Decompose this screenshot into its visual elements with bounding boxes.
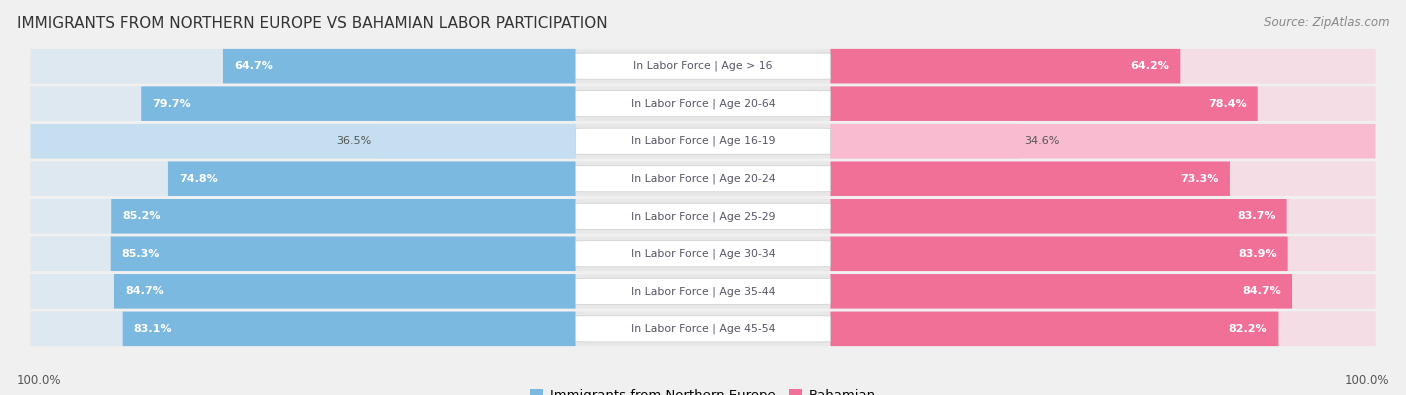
FancyBboxPatch shape (31, 274, 575, 308)
FancyBboxPatch shape (141, 87, 575, 121)
FancyBboxPatch shape (831, 87, 1258, 121)
FancyBboxPatch shape (831, 49, 1375, 83)
FancyBboxPatch shape (575, 128, 831, 154)
FancyBboxPatch shape (575, 241, 831, 267)
FancyBboxPatch shape (31, 237, 575, 271)
FancyBboxPatch shape (831, 312, 1375, 346)
FancyBboxPatch shape (831, 162, 1230, 196)
FancyBboxPatch shape (111, 199, 575, 233)
FancyBboxPatch shape (31, 199, 1375, 233)
FancyBboxPatch shape (31, 49, 575, 83)
Text: In Labor Force | Age 25-29: In Labor Force | Age 25-29 (631, 211, 775, 222)
FancyBboxPatch shape (575, 278, 831, 305)
FancyBboxPatch shape (122, 312, 575, 346)
Text: Source: ZipAtlas.com: Source: ZipAtlas.com (1264, 16, 1389, 29)
Text: 64.7%: 64.7% (233, 61, 273, 71)
FancyBboxPatch shape (224, 49, 575, 83)
FancyBboxPatch shape (31, 162, 1375, 196)
FancyBboxPatch shape (377, 124, 575, 158)
FancyBboxPatch shape (831, 124, 1375, 158)
Text: 83.9%: 83.9% (1239, 249, 1277, 259)
Text: 85.3%: 85.3% (122, 249, 160, 259)
Text: 85.2%: 85.2% (122, 211, 160, 221)
FancyBboxPatch shape (831, 237, 1288, 271)
Legend: Immigrants from Northern Europe, Bahamian: Immigrants from Northern Europe, Bahamia… (524, 384, 882, 395)
FancyBboxPatch shape (31, 49, 1375, 83)
FancyBboxPatch shape (167, 162, 575, 196)
Text: 64.2%: 64.2% (1130, 61, 1170, 71)
FancyBboxPatch shape (831, 87, 1375, 121)
FancyBboxPatch shape (31, 162, 575, 196)
FancyBboxPatch shape (31, 237, 1375, 271)
Text: In Labor Force | Age 30-34: In Labor Force | Age 30-34 (631, 248, 775, 259)
Text: 34.6%: 34.6% (1025, 136, 1060, 146)
FancyBboxPatch shape (831, 124, 1019, 158)
FancyBboxPatch shape (575, 203, 831, 229)
FancyBboxPatch shape (831, 274, 1375, 308)
FancyBboxPatch shape (31, 87, 1375, 121)
FancyBboxPatch shape (31, 274, 1375, 308)
FancyBboxPatch shape (31, 312, 1375, 346)
Text: 78.4%: 78.4% (1208, 99, 1247, 109)
FancyBboxPatch shape (31, 124, 1375, 158)
Text: 73.3%: 73.3% (1181, 174, 1219, 184)
Text: In Labor Force | Age 20-24: In Labor Force | Age 20-24 (631, 173, 775, 184)
Text: 84.7%: 84.7% (1243, 286, 1281, 296)
Text: 83.7%: 83.7% (1237, 211, 1275, 221)
FancyBboxPatch shape (831, 237, 1375, 271)
FancyBboxPatch shape (31, 87, 575, 121)
Text: 83.1%: 83.1% (134, 324, 172, 334)
FancyBboxPatch shape (31, 199, 575, 233)
FancyBboxPatch shape (575, 90, 831, 117)
Text: 79.7%: 79.7% (152, 99, 191, 109)
Text: 100.0%: 100.0% (17, 374, 62, 387)
FancyBboxPatch shape (31, 312, 575, 346)
Text: 74.8%: 74.8% (179, 174, 218, 184)
Text: 82.2%: 82.2% (1229, 324, 1267, 334)
FancyBboxPatch shape (114, 274, 575, 308)
FancyBboxPatch shape (575, 316, 831, 342)
FancyBboxPatch shape (831, 274, 1292, 308)
Text: In Labor Force | Age 35-44: In Labor Force | Age 35-44 (631, 286, 775, 297)
Text: In Labor Force | Age > 16: In Labor Force | Age > 16 (633, 61, 773, 71)
FancyBboxPatch shape (831, 199, 1286, 233)
Text: In Labor Force | Age 20-64: In Labor Force | Age 20-64 (631, 98, 775, 109)
Text: 100.0%: 100.0% (1344, 374, 1389, 387)
FancyBboxPatch shape (575, 53, 831, 79)
FancyBboxPatch shape (575, 166, 831, 192)
FancyBboxPatch shape (111, 237, 575, 271)
FancyBboxPatch shape (831, 199, 1375, 233)
FancyBboxPatch shape (831, 312, 1278, 346)
FancyBboxPatch shape (831, 49, 1180, 83)
FancyBboxPatch shape (831, 162, 1375, 196)
FancyBboxPatch shape (31, 124, 575, 158)
Text: 36.5%: 36.5% (336, 136, 371, 146)
Text: IMMIGRANTS FROM NORTHERN EUROPE VS BAHAMIAN LABOR PARTICIPATION: IMMIGRANTS FROM NORTHERN EUROPE VS BAHAM… (17, 16, 607, 31)
Text: 84.7%: 84.7% (125, 286, 163, 296)
Text: In Labor Force | Age 16-19: In Labor Force | Age 16-19 (631, 136, 775, 147)
Text: In Labor Force | Age 45-54: In Labor Force | Age 45-54 (631, 324, 775, 334)
